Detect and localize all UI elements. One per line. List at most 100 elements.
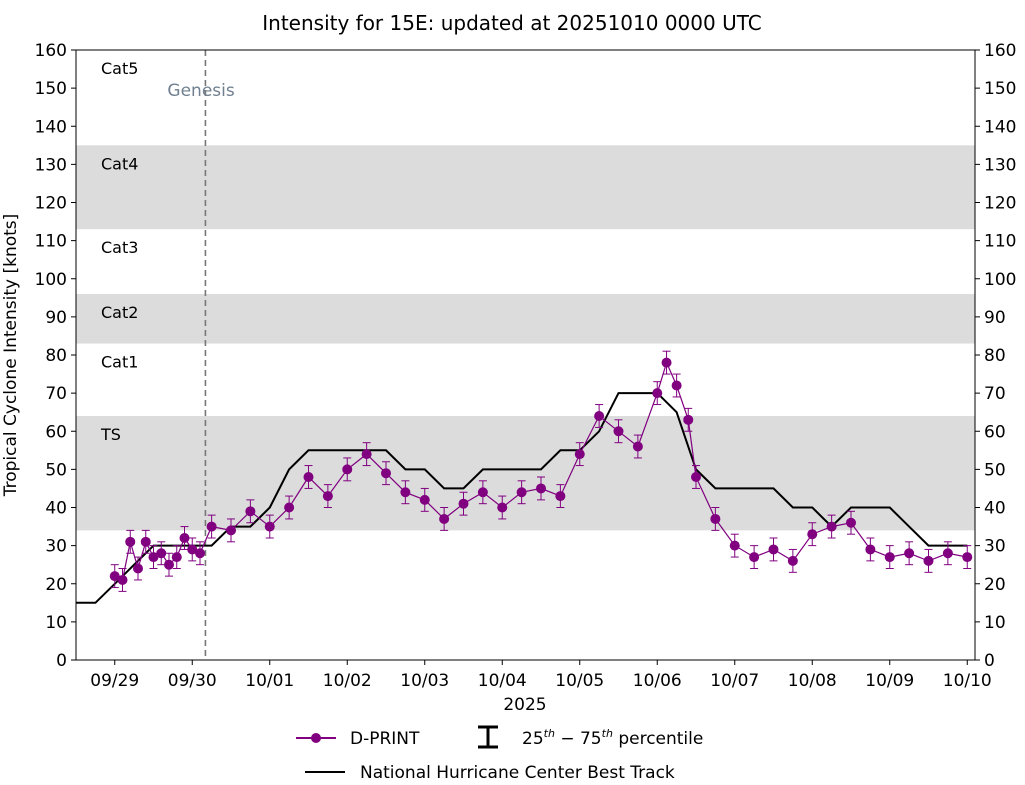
plot-area: TS Cat1 Cat2 Cat3 Cat4 Cat5 Genesis 0 0 10 10 20 20 3… <box>35 41 1017 691</box>
y-tick-label-left: 60 <box>45 422 67 442</box>
y-tick-label-right: 150 <box>984 79 1016 99</box>
dprint-point <box>904 548 915 559</box>
y-tick-label-right: 20 <box>984 575 1006 595</box>
y-tick-label-left: 40 <box>45 499 67 519</box>
dprint-point <box>206 521 217 532</box>
dprint-point <box>458 498 469 509</box>
y-tick-label-right: 130 <box>984 155 1016 175</box>
band-cat4 <box>76 145 975 230</box>
y-tick-label-left: 0 <box>56 651 67 671</box>
legend-dprint-label: D-PRINT <box>350 729 420 749</box>
dprint-point <box>691 472 701 482</box>
best-track-line <box>76 392 968 604</box>
dprint-point <box>179 533 190 543</box>
x-tick-label: 10/06 <box>633 671 682 691</box>
dprint-point <box>923 555 934 566</box>
dprint-point <box>125 536 136 547</box>
dprint-point <box>846 517 856 528</box>
dprint-point <box>749 552 760 563</box>
x-tick-label: 10/08 <box>788 671 837 691</box>
dprint-point <box>226 525 236 536</box>
x-tick-label: 10/04 <box>478 671 527 691</box>
dprint-point <box>303 472 314 482</box>
dprint-point <box>516 487 527 498</box>
dprint-point <box>613 426 624 437</box>
dprint-point <box>187 544 198 555</box>
dprint-point <box>381 468 391 479</box>
chart-title: Intensity for 15E: updated at 20251010 0… <box>262 11 761 35</box>
dprint-point <box>661 357 672 368</box>
dprint-point <box>195 548 205 559</box>
x-tick-label: 10/01 <box>245 671 294 691</box>
y-tick-label-left: 130 <box>35 155 67 175</box>
y-tick-label-right: 50 <box>984 460 1006 480</box>
y-tick-label-right: 30 <box>984 537 1006 557</box>
dprint-point <box>807 529 818 540</box>
y-tick-label-right: 120 <box>984 194 1016 214</box>
dprint-point <box>574 449 585 460</box>
dprint-point <box>342 464 353 475</box>
plot-frame <box>75 49 976 661</box>
dprint-point <box>729 540 740 551</box>
x-tick-label: 09/29 <box>90 671 139 691</box>
dprint-point <box>710 513 721 524</box>
x-tick-label: 10/02 <box>323 671 372 691</box>
x-tick-label: 09/30 <box>168 671 217 691</box>
y-tick-label-left: 90 <box>45 308 67 328</box>
band-label-cat1: Cat1 <box>101 353 138 372</box>
y-tick-label-right: 40 <box>984 499 1006 519</box>
dprint-point <box>419 494 430 505</box>
legend-best-track-label: National Hurricane Center Best Track <box>360 763 675 783</box>
y-tick-label-left: 30 <box>45 537 67 557</box>
dprint-point <box>109 571 120 582</box>
band-label-cat3: Cat3 <box>101 238 138 257</box>
y-tick-label-left: 100 <box>35 270 67 290</box>
dprint-point <box>322 491 333 502</box>
legend-percentile-icon <box>478 725 498 749</box>
dprint-point <box>671 380 682 391</box>
x-axis-label: 2025 <box>503 695 546 715</box>
x-tick-label: 10/03 <box>400 671 449 691</box>
dprint-point <box>164 559 174 570</box>
legend-dprint-marker <box>311 733 321 743</box>
y-tick-label-right: 90 <box>984 308 1006 328</box>
dprint-point <box>477 487 488 498</box>
dprint-point <box>140 536 151 547</box>
dprint-point <box>962 552 973 563</box>
y-tick-label-right: 100 <box>984 270 1016 290</box>
dprint-point <box>156 548 167 559</box>
band-label-cat5: Cat5 <box>101 59 138 78</box>
dprint-point <box>117 574 128 585</box>
band-label-ts: TS <box>100 425 121 444</box>
y-tick-label-left: 50 <box>45 460 67 480</box>
x-tick-label: 10/09 <box>865 671 914 691</box>
x-tick-label: 10/07 <box>710 671 759 691</box>
band-label-cat4: Cat4 <box>101 154 138 173</box>
dprint-point <box>171 552 182 563</box>
y-tick-label-right: 160 <box>984 41 1016 61</box>
legend: D-PRINT 25th − 75th percentile National … <box>296 725 703 783</box>
dprint-point <box>245 506 256 517</box>
y-tick-label-left: 160 <box>35 41 67 61</box>
y-tick-label-right: 10 <box>984 613 1006 633</box>
dprint-point <box>683 414 694 425</box>
y-tick-label-left: 140 <box>35 117 67 137</box>
dprint-point <box>133 563 143 574</box>
y-tick-label-left: 20 <box>45 575 67 595</box>
legend-percentile-label: 25th − 75th percentile <box>522 727 703 749</box>
band-cat2 <box>76 294 975 344</box>
y-tick-label-right: 60 <box>984 422 1006 442</box>
y-tick-label-right: 80 <box>984 346 1006 366</box>
y-tick-label-right: 70 <box>984 384 1006 404</box>
dprint-point <box>439 513 450 524</box>
dprint-point <box>400 487 411 498</box>
y-tick-label-left: 10 <box>45 613 67 633</box>
y-tick-label-right: 110 <box>984 232 1016 252</box>
dprint-point <box>148 552 159 563</box>
dprint-point <box>884 552 895 563</box>
dprint-point <box>361 449 372 460</box>
dprint-point <box>826 521 837 532</box>
dprint-point <box>787 555 798 566</box>
y-tick-label-right: 140 <box>984 117 1016 137</box>
